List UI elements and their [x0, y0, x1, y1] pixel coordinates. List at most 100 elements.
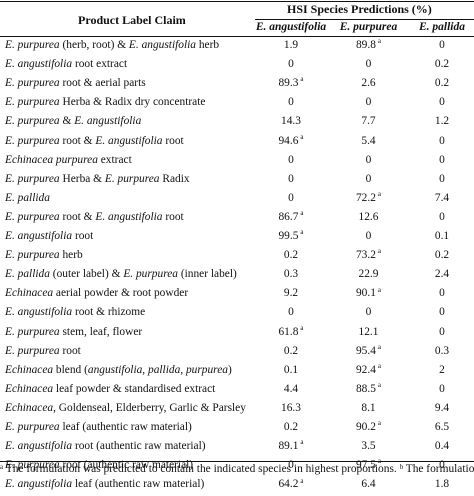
label-claim-cell: E. purpurea Herba & Radix dry concentrat… — [5, 96, 205, 108]
label-segment: ) — [227, 363, 232, 376]
label-segment: leaf (authentic raw material) — [59, 421, 192, 433]
label-segment: E. angustifolia — [5, 230, 73, 242]
value-text: 0 — [439, 210, 445, 223]
footnote-marker: a — [300, 209, 304, 218]
footnote-marker: a — [377, 190, 382, 198]
purpurea-value-cell: 0 — [327, 96, 410, 108]
angustifolia-value-cell: 14.3 — [255, 115, 327, 127]
table-row: E. angustifolia leaf (authentic raw mate… — [0, 477, 474, 496]
purpurea-value-cell: 6.4 — [327, 478, 410, 490]
label-segment: E. purpurea — [5, 421, 60, 433]
table-row: E. purpurea root & E. angustifolia root 9… — [0, 133, 474, 153]
footnote: ᵃ The formulation was predicted to conta… — [0, 463, 474, 475]
pallida-value-cell: 6.5 — [410, 421, 474, 433]
species-group-header: HSI Species Predictions (%) — [287, 2, 432, 16]
pallida-value-cell: 0 — [410, 306, 474, 318]
table-row: E. purpurea root & E. angustifolia root 8… — [0, 210, 474, 229]
pallida-value-cell: 0 — [410, 211, 474, 223]
pallida-value-cell: 0 — [410, 326, 474, 338]
label-claim-cell: E. purpurea root — [5, 345, 81, 357]
label-segment: root — [72, 230, 94, 242]
table-row: E. angustifolia root 99.5 a 0 0.1 — [0, 229, 474, 248]
label-claim-cell: E. purpurea root & E. angustifolia root — [5, 211, 184, 223]
value-text: 1.2 — [434, 115, 450, 128]
label-claim-cell: E. purpurea Herba & E. purpurea Radix — [5, 173, 190, 185]
value-text: 0 — [439, 134, 445, 147]
label-segment: herb — [59, 249, 83, 262]
pallida-value-cell: 2.4 — [410, 268, 474, 280]
label-segment: herb — [196, 39, 220, 51]
label-claim-cell: Echinacea aerial powder & root powder — [5, 287, 188, 299]
label-segment: E. angustifolia — [74, 115, 142, 128]
purpurea-value-cell: 5.4 — [327, 135, 410, 147]
label-claim-cell: Echinacea, Goldenseal, Elderberry, Garli… — [5, 402, 246, 414]
label-segment: E. purpurea — [5, 172, 60, 185]
label-segment: E. purpurea — [5, 459, 60, 472]
label-segment: (inner label) — [177, 268, 237, 281]
value-text: 0.3 — [434, 344, 450, 357]
label-segment: , Goldenseal, Elderberry, Garlic & Parsl… — [53, 401, 246, 414]
value-text: 14.3 — [281, 115, 301, 128]
group-underline — [255, 19, 474, 20]
purpurea-value-cell: 73.2 a — [327, 247, 410, 262]
label-segment: E. angustifolia — [95, 210, 163, 223]
value-text: 72.2 — [355, 191, 376, 204]
footnote-marker: a — [300, 75, 304, 84]
purpurea-value-cell: 88.5 a — [327, 381, 410, 395]
value-text: 0 — [439, 306, 445, 319]
purpurea-value-cell: 12.1 — [327, 326, 410, 338]
label-segment: root — [162, 134, 184, 147]
value-text: 0 — [288, 172, 294, 185]
value-text: 0 — [365, 172, 372, 185]
label-segment: E. purpurea — [5, 115, 60, 128]
angustifolia-value-cell: 0.1 — [255, 364, 327, 376]
table-row: Echinacea blend (angustifolia, pallida, … — [0, 362, 474, 382]
label-segment: & — [59, 115, 75, 128]
angustifolia-value-cell: 0 — [255, 306, 327, 318]
value-text: 0 — [439, 287, 445, 300]
value-text: 73.2 — [355, 249, 376, 262]
footnote-marker: a — [377, 247, 382, 256]
purpurea-value-cell: 90.1 a — [327, 285, 410, 299]
label-segment: root (authentic raw material) — [72, 440, 206, 453]
angustifolia-value-cell: 0.2 — [255, 249, 327, 261]
purpurea-value-cell: 0 — [327, 230, 410, 242]
label-segment: E. purpurea — [123, 268, 178, 281]
label-segment: E. pallida — [5, 191, 50, 204]
footnote-marker: a — [377, 381, 382, 389]
pallida-value-cell: 0.3 — [410, 345, 474, 357]
label-segment: E. angustifolia — [5, 306, 73, 319]
label-segment: root & aerial parts — [59, 77, 146, 90]
label-claim-cell: E. angustifolia root — [5, 230, 93, 242]
label-claim-cell: E. angustifolia leaf (authentic raw mate… — [5, 478, 204, 490]
table-bottom-rule — [0, 461, 474, 462]
table-row: E. purpurea leaf (authentic raw material… — [0, 420, 474, 439]
value-text: 0 — [439, 325, 445, 338]
pallida-value-cell: 0 — [410, 135, 474, 147]
purpurea-value-cell: 72.2 a — [327, 190, 410, 204]
value-text: 1.9 — [283, 39, 299, 51]
label-segment: Herba & Radix dry concentrate — [59, 96, 206, 109]
value-text: 8.1 — [361, 401, 376, 414]
label-segment: root — [162, 210, 184, 223]
footnote-marker: a — [377, 285, 382, 294]
label-segment: (outer label) & — [49, 268, 124, 281]
label-segment: E. purpurea — [5, 96, 60, 109]
label-claim-cell: E. angustifolia root & rhizome — [5, 306, 145, 318]
value-text: 0.2 — [283, 344, 299, 357]
label-segment: Echinacea purpurea — [5, 153, 98, 166]
label-claim-cell: E. purpurea (herb, root) & E. angustifol… — [5, 39, 219, 51]
angustifolia-value-cell: 99.5 a — [255, 229, 327, 242]
label-segment: E. purpurea — [5, 134, 60, 147]
angustifolia-value-cell: 61.8 a — [255, 324, 327, 337]
value-text: 0 — [439, 172, 445, 185]
angustifolia-value-cell: 94.6 a — [255, 133, 327, 146]
value-text: 0 — [365, 306, 372, 319]
label-segment: root & rhizome — [72, 306, 146, 319]
value-text: 12.6 — [358, 210, 379, 223]
footnote-marker: a — [377, 342, 382, 351]
purpurea-value-cell: 0 — [327, 306, 410, 318]
label-segment: leaf (authentic raw material) — [72, 478, 205, 491]
purpurea-value-cell: 3.5 — [327, 440, 410, 452]
purpurea-value-cell: 90.2 a — [327, 420, 410, 433]
